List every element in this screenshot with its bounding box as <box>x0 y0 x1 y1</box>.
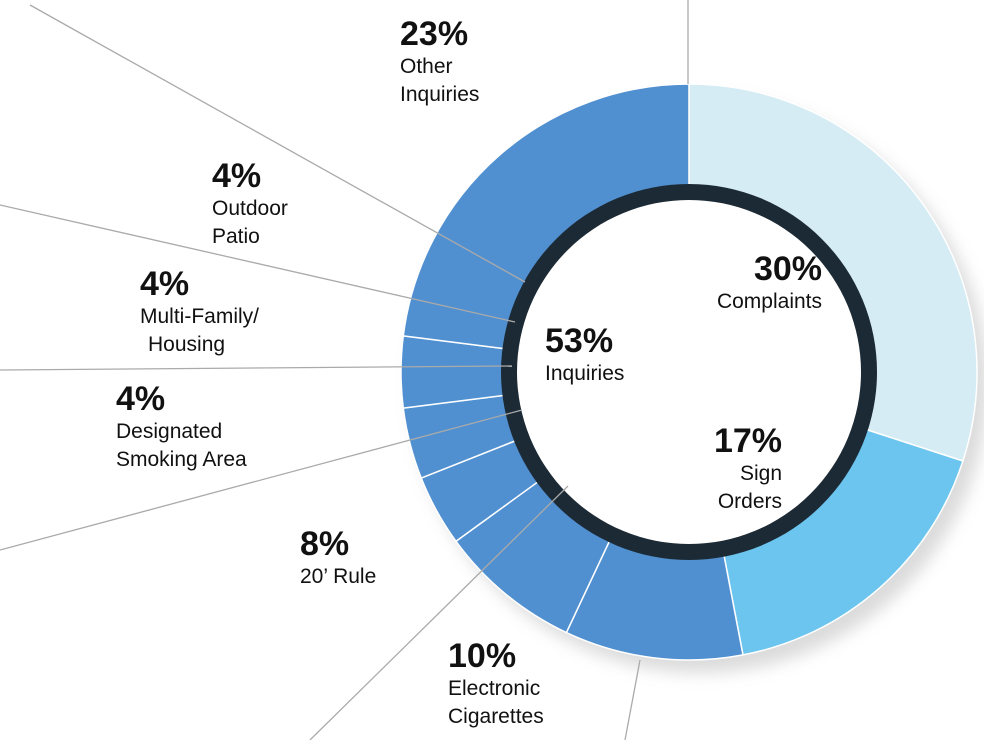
category-label: Multi-Family/ <box>140 305 259 328</box>
value-label: 4% <box>140 265 189 303</box>
value-label: 4% <box>212 157 261 195</box>
value-label: 17% <box>714 422 782 460</box>
leader-line <box>624 659 641 740</box>
value-label: 30% <box>754 250 822 288</box>
value-label: 10% <box>448 637 516 675</box>
category-label: Patio <box>212 225 260 248</box>
category-label: Outdoor <box>212 197 288 220</box>
category-label: Cigarettes <box>448 705 544 728</box>
value-label: 4% <box>116 380 165 418</box>
category-label: Sign <box>740 462 782 485</box>
leader-line <box>29 4 526 283</box>
group-value: 53% <box>545 322 613 360</box>
leader-line <box>0 365 513 371</box>
leader-line <box>0 409 523 551</box>
leader-line <box>0 204 516 323</box>
category-label: Designated <box>116 420 222 443</box>
category-label: Housing <box>148 333 225 356</box>
category-label: 20’ Rule <box>300 565 376 588</box>
group-label: Inquiries <box>545 362 624 385</box>
category-label: Inquiries <box>400 83 479 106</box>
category-label: Orders <box>718 490 782 513</box>
category-label: Electronic <box>448 677 540 700</box>
value-label: 8% <box>300 525 349 563</box>
leader-lines <box>0 0 689 740</box>
hole <box>517 200 861 544</box>
category-label: Other <box>400 55 453 78</box>
value-label: 23% <box>400 15 468 53</box>
category-label: Complaints <box>717 290 822 313</box>
category-label: Smoking Area <box>116 448 247 471</box>
leader-line <box>309 485 569 740</box>
